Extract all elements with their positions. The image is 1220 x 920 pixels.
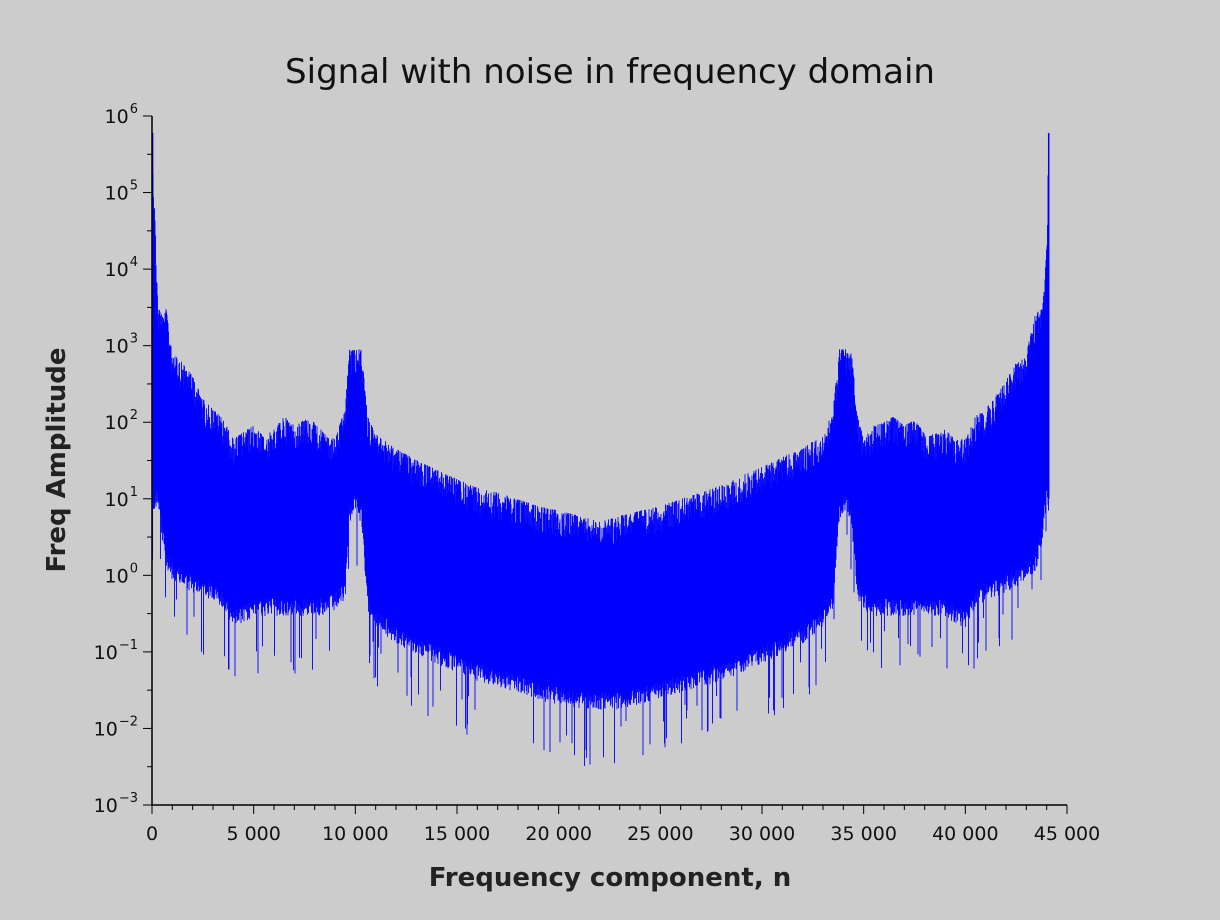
y-tick-label: 102 [105, 408, 138, 434]
y-tick-label: 105 [105, 179, 138, 205]
chart-title: Signal with noise in frequency domain [285, 52, 935, 92]
x-tick-label: 10 000 [322, 823, 388, 845]
y-tick-label: 101 [105, 485, 138, 511]
x-tick-label: 15 000 [424, 823, 490, 845]
y-axis-label: Freq Amplitude [42, 347, 72, 572]
x-tick-label: 5 000 [226, 823, 280, 845]
x-tick-label: 40 000 [932, 823, 998, 845]
x-tick-label: 35 000 [830, 823, 896, 845]
x-tick-label: 45 000 [1034, 823, 1100, 845]
x-ticks: 0 5 000 10 000 15 000 20 000 25 000 30 000 35 0… [146, 805, 1100, 845]
x-axis-label: Frequency component, n [429, 863, 792, 893]
y-tick-label: 100 [105, 561, 138, 587]
y-ticks: 10−3 10−2 10−1 100 101 102 103 104 105 106 [94, 102, 152, 817]
y-tick-label: 106 [105, 102, 138, 128]
y-tick-label: 10−3 [94, 791, 138, 817]
x-tick-label: 30 000 [729, 823, 795, 845]
x-tick-label: 0 [146, 823, 158, 845]
y-tick-label: 104 [105, 255, 138, 281]
x-tick-label: 25 000 [627, 823, 693, 845]
y-tick-label: 10−1 [94, 638, 138, 664]
y-tick-label: 10−2 [94, 714, 138, 740]
x-tick-label: 20 000 [525, 823, 591, 845]
y-tick-label: 103 [105, 332, 138, 358]
